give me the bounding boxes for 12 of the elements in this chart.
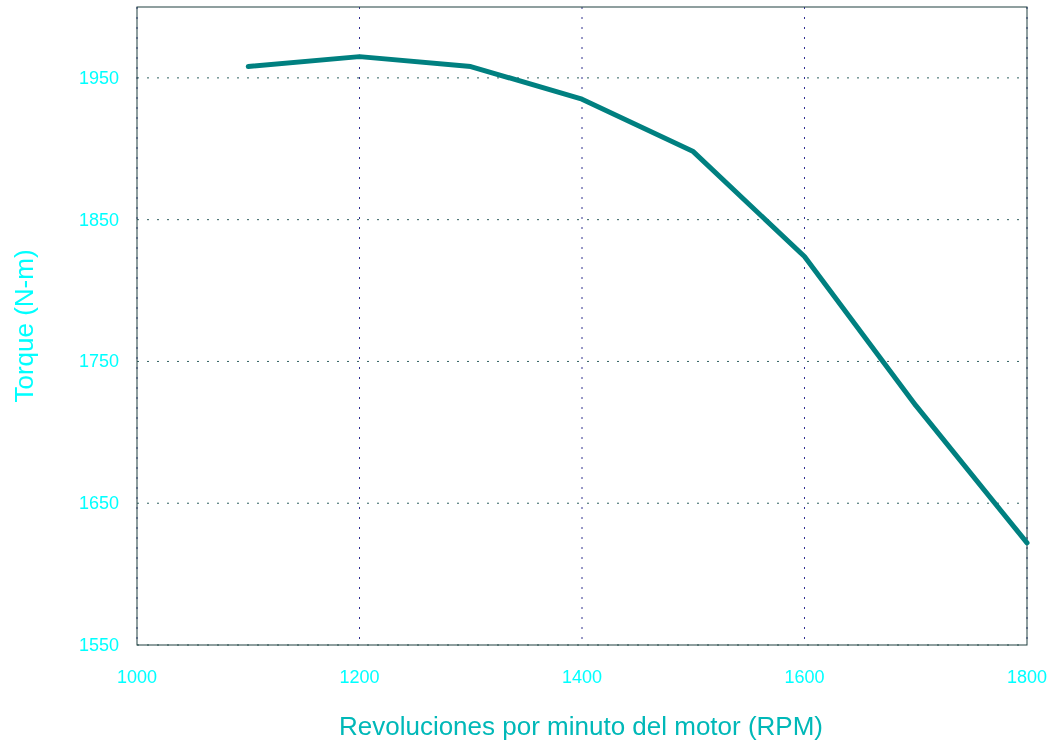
x-tick-label: 1200 [339, 667, 380, 687]
x-tick-label: 1400 [561, 667, 603, 687]
x-tick-label: 1800 [1006, 667, 1048, 687]
x-tick-label: 1000 [116, 667, 158, 687]
y-axis-title: Torque (N-m) [9, 249, 39, 403]
y-tick-label: 1950 [78, 67, 119, 88]
y-tick-label: 1850 [78, 209, 119, 230]
y-tick-label: 1550 [78, 635, 119, 655]
y-tick-label: 1750 [78, 351, 119, 372]
x-tick-label: 1600 [784, 667, 825, 687]
y-tick-label: 1650 [78, 493, 119, 514]
x-axis-title: Revoluciones por minuto del motor (RPM) [338, 711, 824, 741]
